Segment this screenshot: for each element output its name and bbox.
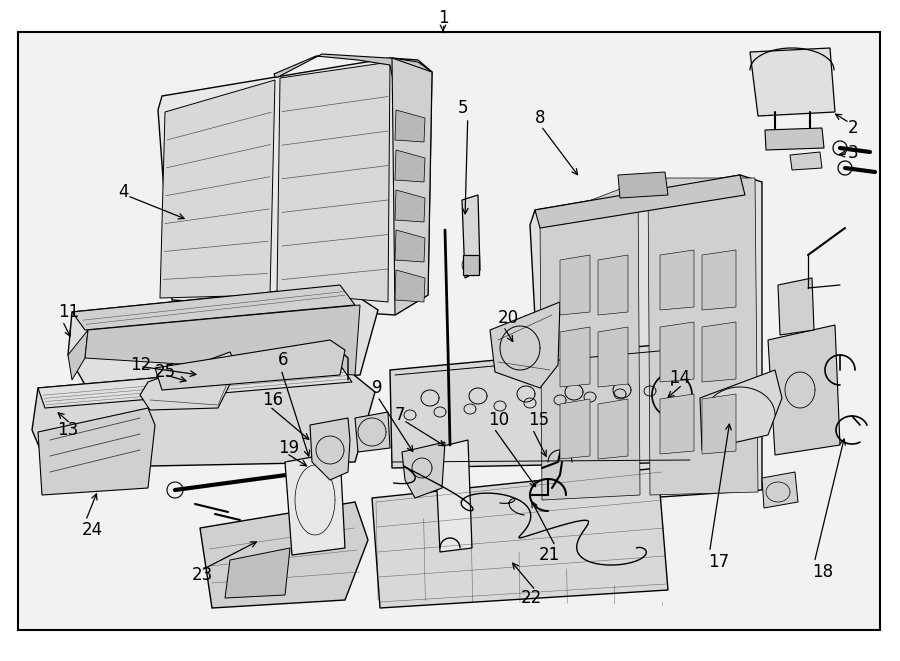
Text: 16: 16: [262, 391, 284, 409]
Polygon shape: [530, 175, 762, 505]
Text: 21: 21: [539, 546, 560, 564]
Polygon shape: [790, 152, 822, 170]
Polygon shape: [535, 175, 745, 228]
Polygon shape: [390, 342, 700, 468]
Polygon shape: [395, 270, 425, 302]
Polygon shape: [225, 548, 290, 598]
Bar: [463, 255, 479, 275]
Polygon shape: [560, 399, 590, 459]
Polygon shape: [598, 327, 628, 387]
Text: 4: 4: [118, 183, 129, 201]
Text: 9: 9: [372, 379, 382, 397]
Polygon shape: [598, 255, 628, 315]
Polygon shape: [648, 178, 758, 495]
Polygon shape: [140, 352, 238, 410]
Polygon shape: [274, 54, 432, 90]
Polygon shape: [310, 418, 350, 480]
Text: 24: 24: [82, 521, 104, 539]
Text: 6: 6: [278, 351, 289, 369]
Polygon shape: [68, 330, 88, 380]
Polygon shape: [660, 394, 694, 454]
Polygon shape: [285, 452, 345, 555]
Text: 20: 20: [498, 309, 519, 327]
Text: 17: 17: [708, 553, 729, 571]
Polygon shape: [85, 305, 360, 375]
Text: 7: 7: [395, 406, 406, 424]
Polygon shape: [38, 408, 155, 495]
Text: 12: 12: [130, 356, 151, 374]
Text: 18: 18: [812, 563, 833, 581]
Polygon shape: [395, 150, 425, 182]
Polygon shape: [372, 468, 668, 608]
Polygon shape: [277, 62, 390, 302]
Text: 11: 11: [58, 303, 79, 321]
Polygon shape: [158, 58, 432, 315]
Text: 5: 5: [457, 99, 468, 117]
Polygon shape: [702, 394, 736, 454]
Text: 10: 10: [488, 411, 509, 429]
Polygon shape: [72, 285, 355, 330]
Polygon shape: [702, 250, 736, 310]
Polygon shape: [598, 399, 628, 459]
Polygon shape: [560, 327, 590, 387]
Polygon shape: [490, 302, 560, 388]
Text: 14: 14: [669, 369, 690, 387]
Text: 15: 15: [528, 411, 549, 429]
Polygon shape: [618, 172, 668, 198]
Text: 13: 13: [57, 421, 78, 439]
Polygon shape: [392, 58, 432, 315]
Polygon shape: [762, 472, 798, 508]
Text: 23: 23: [192, 566, 213, 584]
Text: 8: 8: [535, 109, 545, 127]
Polygon shape: [200, 502, 368, 608]
Polygon shape: [155, 340, 345, 390]
Polygon shape: [435, 440, 472, 552]
Polygon shape: [750, 48, 835, 116]
Text: 2: 2: [848, 119, 858, 137]
Polygon shape: [768, 325, 840, 455]
Polygon shape: [702, 322, 736, 382]
Polygon shape: [395, 230, 425, 262]
Polygon shape: [660, 250, 694, 310]
Polygon shape: [540, 182, 640, 500]
Polygon shape: [778, 278, 814, 335]
Text: 1: 1: [437, 9, 448, 27]
Polygon shape: [32, 362, 375, 468]
Text: 19: 19: [278, 439, 299, 457]
Polygon shape: [765, 128, 824, 150]
Polygon shape: [402, 442, 445, 498]
Text: 25: 25: [155, 363, 176, 381]
Polygon shape: [700, 370, 782, 450]
Polygon shape: [560, 255, 590, 315]
Text: 3: 3: [848, 144, 858, 162]
Polygon shape: [395, 190, 425, 222]
Polygon shape: [160, 80, 275, 298]
Polygon shape: [38, 362, 352, 408]
Polygon shape: [660, 322, 694, 382]
Polygon shape: [355, 412, 390, 452]
Text: 22: 22: [521, 589, 542, 607]
Polygon shape: [68, 285, 378, 390]
Polygon shape: [395, 110, 425, 142]
Polygon shape: [462, 195, 480, 278]
